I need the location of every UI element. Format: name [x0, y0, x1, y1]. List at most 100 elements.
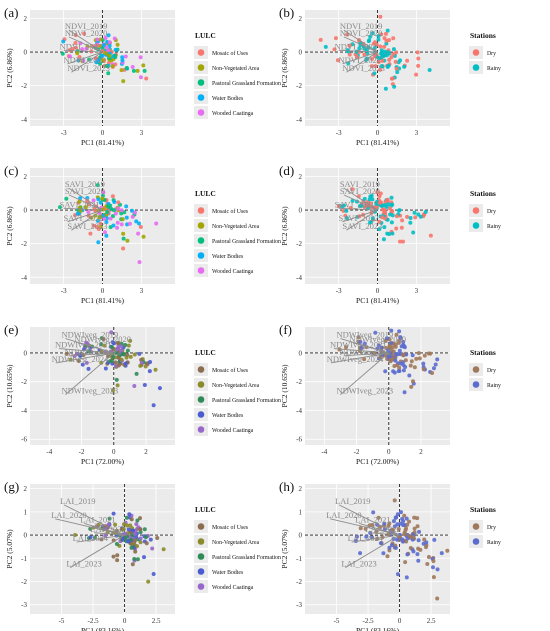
data-point: [97, 215, 102, 220]
loading-vector: [330, 518, 400, 536]
data-point: [387, 206, 392, 211]
data-point: [111, 223, 116, 228]
data-point: [402, 64, 407, 69]
y-axis-label: PC2 (10.65%): [5, 364, 14, 407]
data-point: [387, 38, 392, 43]
loading-vector: [333, 348, 389, 354]
data-point: [335, 58, 340, 63]
loading-vector: [84, 523, 125, 536]
x-axis-label: PC1 (72.00%): [356, 457, 399, 466]
loading-vector: [338, 504, 400, 536]
data-point: [60, 51, 65, 56]
legend-title: LULC: [195, 31, 216, 40]
data-point: [138, 224, 143, 229]
legend-key: [197, 64, 205, 71]
vector-label: LAI_2021: [80, 514, 115, 524]
legend-key: [197, 538, 205, 545]
y-tick-label: 2: [24, 173, 28, 181]
legend-key: [197, 381, 205, 388]
y-tick-label: -2: [21, 578, 27, 586]
data-point: [128, 354, 133, 359]
data-point: [409, 384, 414, 389]
vector-label: NDVI_2021: [60, 41, 103, 51]
data-point: [76, 358, 81, 363]
data-point: [101, 190, 106, 195]
data-point: [345, 32, 350, 37]
data-point: [376, 343, 381, 348]
y-tick-label: -4: [296, 407, 302, 415]
legend-label: Dry: [487, 525, 496, 531]
data-point: [394, 332, 399, 337]
vector-label: NDWIveg_2020: [74, 334, 131, 344]
data-point: [83, 205, 88, 210]
data-point: [137, 221, 142, 226]
data-point: [61, 39, 66, 44]
data-point: [126, 527, 131, 532]
data-point: [155, 536, 160, 541]
data-point: [393, 358, 398, 363]
legend: Stations Dry Rainy: [469, 348, 501, 391]
data-point: [116, 355, 121, 360]
data-point: [100, 46, 105, 51]
data-point: [154, 221, 159, 226]
data-point: [390, 76, 395, 81]
panel-letter: (c): [4, 163, 18, 178]
legend-title: Stations: [470, 505, 496, 514]
data-point: [388, 344, 393, 349]
data-point: [412, 515, 417, 520]
vector-label: LAI_2023: [66, 559, 101, 569]
data-point: [445, 548, 450, 553]
legend-title: Stations: [470, 189, 496, 198]
y-tick-label: -2: [21, 82, 27, 90]
data-point: [391, 52, 396, 57]
data-point: [416, 63, 421, 68]
data-point: [95, 43, 100, 48]
data-point: [102, 216, 107, 221]
data-point: [123, 54, 128, 59]
legend: Stations Dry Rainy: [469, 31, 501, 74]
data-point: [398, 361, 403, 366]
data-point: [111, 554, 116, 559]
data-point: [133, 531, 138, 536]
data-point: [146, 579, 151, 584]
x-tick-label: -4: [46, 448, 52, 456]
y-axis-label: PC2 (6.86%): [5, 48, 14, 88]
data-point: [341, 208, 346, 213]
data-point: [318, 37, 323, 42]
data-point: [362, 357, 367, 362]
panel-h: (h)LAI_2019LAI_2020LAI_2021LAI_2022LAI_2…: [279, 479, 501, 631]
x-tick-label: 0: [101, 129, 105, 137]
data-point: [388, 359, 393, 364]
y-tick-label: 0: [24, 349, 28, 357]
data-point: [374, 42, 379, 47]
legend-label: Rainy: [487, 224, 501, 230]
data-point: [142, 527, 147, 532]
loading-vector: [330, 352, 389, 364]
data-point: [111, 388, 116, 393]
x-tick-label: 3: [415, 287, 419, 295]
data-point: [379, 51, 384, 56]
data-point: [138, 75, 143, 80]
data-point: [130, 562, 135, 567]
data-point: [95, 37, 100, 42]
data-point: [135, 544, 140, 549]
data-point: [88, 526, 93, 531]
data-point: [386, 354, 391, 359]
data-point: [107, 516, 112, 521]
data-point: [389, 341, 394, 346]
data-point: [111, 208, 116, 213]
x-tick-label: 0: [101, 287, 105, 295]
data-point: [372, 45, 377, 50]
data-point: [106, 71, 111, 76]
data-point: [418, 214, 423, 219]
data-point: [357, 204, 362, 209]
data-point: [412, 365, 417, 370]
data-point: [73, 41, 78, 46]
data-point: [114, 541, 119, 546]
data-point: [411, 535, 416, 540]
y-tick-label: -6: [21, 436, 27, 444]
data-point: [103, 366, 108, 371]
data-point: [382, 209, 387, 214]
data-point: [341, 203, 346, 208]
x-axis-label: PC1 (81.41%): [356, 296, 399, 305]
